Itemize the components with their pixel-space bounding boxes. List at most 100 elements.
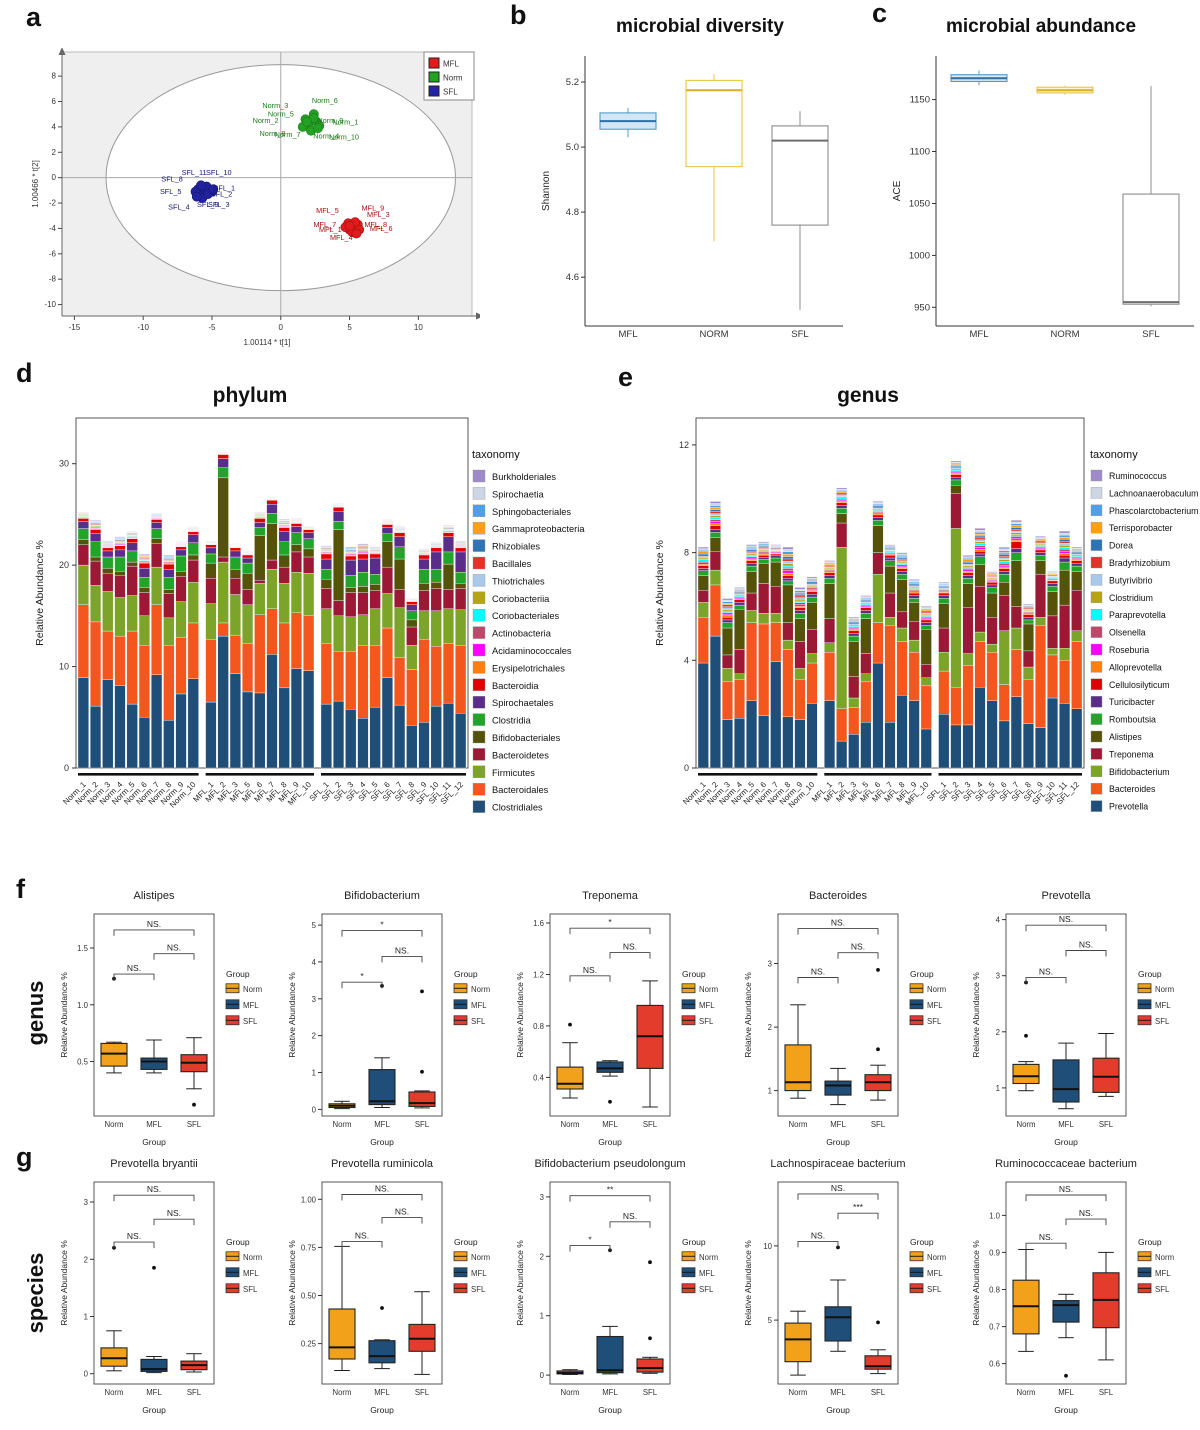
genus-stacked-bar-chart: 0 4 8 12 Norm_1 Norm_2 Norm_3 Norm_4 Norm_5 Norm_… [650, 412, 1086, 864]
svg-text:3: 3 [768, 960, 772, 969]
svg-text:Norm: Norm [788, 1388, 807, 1397]
svg-text:SFL_11: SFL_11 [182, 168, 207, 177]
genus-row-label: genus [23, 980, 48, 1046]
microbial-diversity-title: microbial diversity [616, 16, 784, 37]
svg-text:4: 4 [996, 916, 1001, 925]
prevotella-boxplot: 1 2 3 4 Norm MFL SFL NS. NS. NS. Group Relative Abu… [970, 904, 1198, 1150]
svg-text:0.6: 0.6 [989, 1360, 1000, 1369]
svg-text:Group: Group [1054, 1405, 1078, 1415]
svg-text:0: 0 [52, 173, 57, 182]
svg-text:5: 5 [312, 921, 317, 930]
svg-text:SFL: SFL [415, 1388, 430, 1397]
svg-text:3: 3 [84, 1198, 88, 1207]
svg-text:NS.: NS. [1039, 1232, 1053, 1242]
svg-text:Relative Abundance %: Relative Abundance % [287, 972, 297, 1058]
svg-text:Bradyrhizobium: Bradyrhizobium [1109, 558, 1170, 568]
treponema-boxplot: 0.4 0.8 1.2 1.6 Norm MFL SFL NS. NS. * Group Relati… [514, 904, 742, 1150]
svg-text:20: 20 [59, 560, 69, 570]
svg-text:Group: Group [1138, 969, 1162, 979]
svg-text:Group: Group [226, 1237, 250, 1247]
svg-text:SFL: SFL [643, 1120, 658, 1129]
svg-text:Roseburia: Roseburia [1109, 645, 1149, 655]
svg-text:Norm: Norm [560, 1388, 579, 1397]
svg-text:2: 2 [768, 1023, 772, 1032]
svg-text:SFL: SFL [643, 1388, 658, 1397]
svg-text:1000: 1000 [909, 250, 930, 261]
svg-text:1: 1 [996, 1084, 1000, 1093]
svg-text:Norm: Norm [560, 1120, 579, 1129]
prevotella-bryantii-boxplot: 0 1 2 3 Norm MFL SFL NS. NS. NS. Group Relative Abu… [58, 1172, 286, 1418]
svg-text:NS.: NS. [127, 1231, 141, 1241]
svg-text:8: 8 [52, 72, 57, 81]
svg-text:-6: -6 [49, 249, 57, 258]
svg-text:Relative Abundance %: Relative Abundance % [654, 540, 666, 646]
svg-text:MFL_4: MFL_4 [330, 233, 353, 242]
svg-text:Burkholderiales: Burkholderiales [492, 472, 556, 482]
svg-text:Actinobacteria: Actinobacteria [492, 629, 552, 639]
genus-title: genus [837, 384, 899, 407]
svg-text:0.50: 0.50 [301, 1292, 317, 1301]
svg-text:Norm: Norm [1155, 985, 1174, 994]
svg-text:Norm_5: Norm_5 [268, 110, 294, 119]
svg-text:Erysipelotrichales: Erysipelotrichales [492, 663, 565, 673]
microbial-abundance-title: microbial abundance [945, 16, 1137, 37]
prevotella-ruminicola-cell: Prevotella ruminicola 0.25 0.50 0.75 1.00 No… [286, 1156, 514, 1418]
svg-text:Group: Group [370, 1405, 394, 1415]
svg-text:NS.: NS. [147, 919, 161, 929]
svg-text:MFL_9: MFL_9 [362, 204, 385, 213]
svg-text:Norm: Norm [443, 74, 463, 83]
svg-text:Clostridium: Clostridium [1109, 593, 1153, 603]
lachnospiraceae-bacterium-boxplot: 5 10 Norm MFL SFL NS. *** NS. Group Relative Abun… [742, 1172, 970, 1418]
svg-text:-4: -4 [49, 224, 57, 233]
svg-text:MFL: MFL [927, 1269, 943, 1278]
svg-text:NS.: NS. [583, 965, 597, 975]
svg-text:SFL: SFL [791, 329, 808, 340]
svg-text:SFL: SFL [1155, 1017, 1170, 1026]
svg-text:Group: Group [142, 1405, 166, 1415]
genus-taxonomy-legend: taxonomy Ruminococcus Lachnoanaerobaculum P… [1088, 446, 1200, 829]
svg-text:1.6: 1.6 [533, 919, 544, 928]
svg-text:30: 30 [59, 459, 69, 469]
svg-text:5: 5 [347, 323, 352, 332]
svg-text:Firmicutes: Firmicutes [492, 768, 535, 778]
svg-text:NS.: NS. [1059, 1184, 1073, 1194]
svg-text:MFL: MFL [243, 1001, 259, 1010]
svg-text:Norm: Norm [1016, 1120, 1035, 1129]
svg-text:Romboutsia: Romboutsia [1109, 715, 1156, 725]
svg-text:SFL: SFL [243, 1285, 258, 1294]
svg-text:NS.: NS. [831, 918, 845, 928]
svg-text:SFL_3: SFL_3 [208, 200, 230, 209]
svg-text:MFL: MFL [619, 329, 638, 340]
svg-text:Relative Abundance %: Relative Abundance % [743, 1240, 753, 1326]
svg-text:Bacteroidia: Bacteroidia [492, 681, 539, 691]
svg-text:Norm: Norm [699, 985, 718, 994]
svg-text:Turicibacter: Turicibacter [1109, 697, 1155, 707]
svg-text:NS.: NS. [811, 1230, 825, 1240]
svg-text:SFL: SFL [471, 1017, 486, 1026]
panel-letter-c: c [872, 0, 888, 28]
svg-text:NS.: NS. [127, 963, 141, 973]
svg-text:MFL: MFL [1155, 1001, 1171, 1010]
svg-text:Relative Abundance %: Relative Abundance % [515, 972, 525, 1058]
svg-text:2: 2 [312, 1032, 316, 1041]
svg-text:-2: -2 [49, 199, 57, 208]
bifidobacterium-pseudolongum-boxplot: 0 1 2 3 Norm MFL SFL * NS. ** Group Relative Abunda… [514, 1172, 742, 1418]
svg-text:Group: Group [1138, 1237, 1162, 1247]
svg-text:Norm: Norm [788, 1120, 807, 1129]
svg-text:NORM: NORM [699, 329, 728, 340]
svg-text:-15: -15 [69, 323, 81, 332]
bifidobacterium-pseudolongum-cell: Bifidobacterium pseudolongum 0 1 2 3 Norm MFL… [514, 1156, 742, 1418]
ruminococcaceae-bacterium-title: Ruminococcaceae bacterium [995, 1158, 1137, 1170]
svg-text:ACE: ACE [892, 180, 903, 201]
svg-text:Butyrivibrio: Butyrivibrio [1109, 575, 1153, 585]
svg-text:5.0: 5.0 [566, 142, 579, 153]
svg-text:SFL: SFL [443, 88, 458, 97]
svg-text:*: * [588, 1235, 592, 1245]
svg-text:2: 2 [996, 1028, 1000, 1037]
svg-text:Norm: Norm [1155, 1253, 1174, 1262]
svg-text:4: 4 [52, 122, 57, 131]
bifidobacterium-cell: Bifidobacterium 0 1 2 3 4 5 Norm MFL SFL * NS. * Gro… [286, 888, 514, 1150]
svg-text:NS.: NS. [167, 1208, 181, 1218]
svg-text:NS.: NS. [395, 1207, 409, 1217]
treponema-cell: Treponema 0.4 0.8 1.2 1.6 Norm MFL SFL NS. NS. * G… [514, 888, 742, 1150]
